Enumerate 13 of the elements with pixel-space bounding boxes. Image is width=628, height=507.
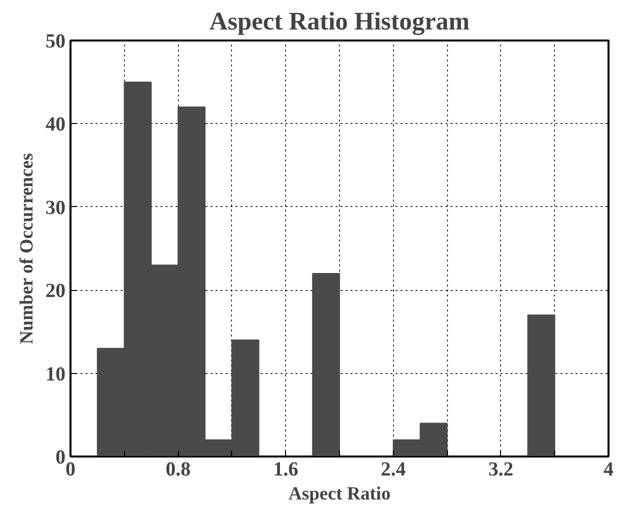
chart-title: Aspect Ratio Histogram <box>209 8 470 36</box>
x-axis-title: Aspect Ratio <box>288 484 391 504</box>
x-tick-label: 1.6 <box>273 458 298 480</box>
x-tick-label: 4 <box>604 458 614 480</box>
y-tick-label: 50 <box>46 30 66 52</box>
y-tick-label: 20 <box>46 280 66 302</box>
y-tick-label: 30 <box>46 196 66 219</box>
x-tick-label: 3.2 <box>488 458 514 480</box>
y-tick-label: 10 <box>46 363 66 386</box>
y-axis-title: Number of Occurrences <box>16 153 38 344</box>
x-tick-label: 0.8 <box>166 458 191 480</box>
x-tick-label: 2.4 <box>380 458 406 480</box>
y-tick-label: 40 <box>46 114 66 136</box>
